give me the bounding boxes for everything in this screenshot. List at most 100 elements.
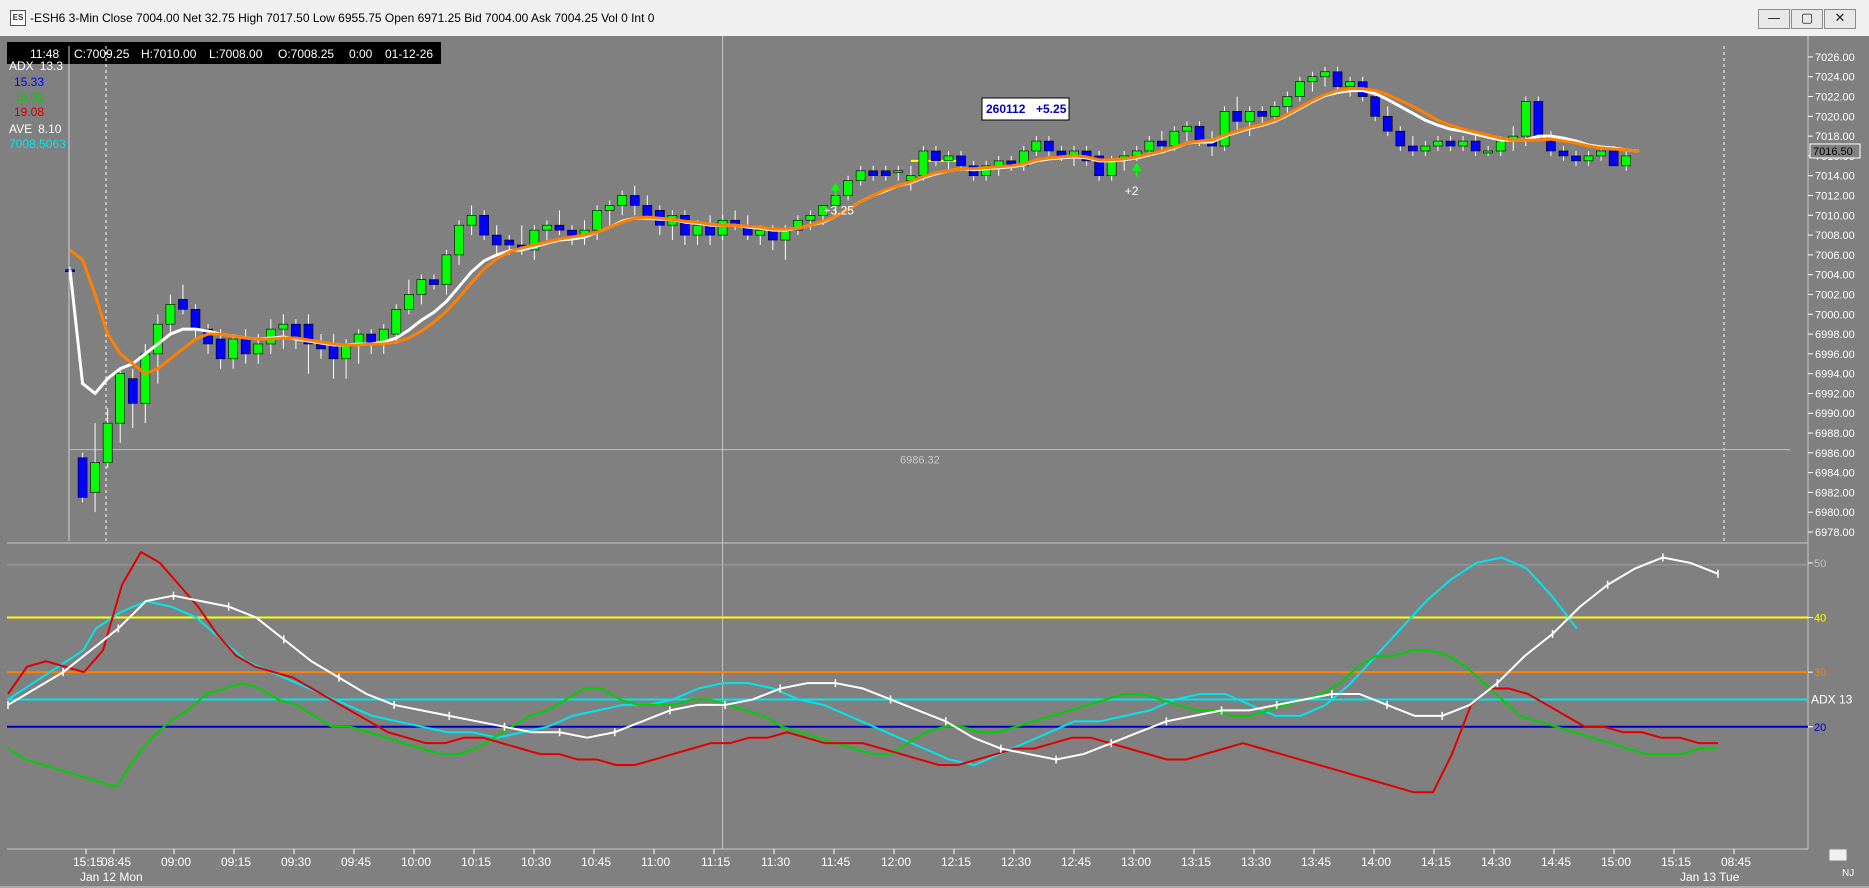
candle-bull xyxy=(1495,140,1506,152)
time-tick-label: 10:45 xyxy=(581,855,611,869)
time-tick-label: 15:15 xyxy=(1661,855,1691,869)
candle-bear xyxy=(1382,116,1393,132)
close-button[interactable]: ✕ xyxy=(1824,9,1856,29)
candle-bear xyxy=(491,234,502,246)
candle-bull xyxy=(1521,101,1531,137)
time-tick-label: 11:00 xyxy=(641,855,670,869)
candle-bear xyxy=(1395,130,1406,147)
time-tick-label: 12:45 xyxy=(1061,855,1091,869)
candle-bull xyxy=(391,309,402,335)
data-box-high: H:7010.00 xyxy=(141,47,197,61)
candle-bear xyxy=(1094,155,1104,177)
time-tick-label: 15:15 xyxy=(73,855,103,869)
candle-bull xyxy=(1106,160,1117,177)
data-box-date: 01-12-26 xyxy=(385,47,433,61)
time-tick-label: 15:00 xyxy=(1601,855,1631,869)
candle-bull xyxy=(918,150,929,177)
candle-bear xyxy=(429,279,439,285)
candle-bear xyxy=(567,229,577,236)
candle-bull xyxy=(604,205,615,211)
price-tick-label: 7000.00 xyxy=(1815,309,1855,321)
price-tick-label: 7020.00 xyxy=(1815,111,1855,123)
data-box-time: 11:48 xyxy=(30,47,59,61)
candle-bull xyxy=(692,224,703,236)
candle-bull xyxy=(441,254,452,285)
time-tick-label: 12:15 xyxy=(941,855,971,869)
time-tick-label: 08:45 xyxy=(1721,855,1751,869)
candle-bull xyxy=(1270,106,1280,117)
trade-box[interactable] xyxy=(981,97,1070,121)
candle-bull xyxy=(1320,71,1330,78)
indicator-pane xyxy=(7,551,1719,794)
maximize-button[interactable]: ▢ xyxy=(1791,9,1823,29)
indicator-line-di-minus xyxy=(7,551,1718,794)
chart-background xyxy=(0,36,1869,886)
time-tick-label: 12:00 xyxy=(881,855,911,869)
scroll-corner-button[interactable] xyxy=(1828,848,1848,862)
candle-bear xyxy=(1533,101,1544,137)
time-tick-label: 10:00 xyxy=(401,855,431,869)
reference-line-label: 6986.32 xyxy=(900,455,940,467)
candle-bull xyxy=(755,229,766,236)
time-tick-label: 13:00 xyxy=(1121,855,1151,869)
time-tick-label: 12:30 xyxy=(1001,855,1031,869)
time-tick-label: 08:45 xyxy=(101,855,131,869)
indicator-tick-label: 30 xyxy=(1814,667,1826,679)
price-tick-label: 7002.00 xyxy=(1815,289,1855,301)
candle-bull xyxy=(1621,155,1631,167)
candle-bear xyxy=(1470,140,1481,152)
candle-bull xyxy=(153,323,163,355)
price-tick-label: 7026.00 xyxy=(1815,52,1855,64)
candle-bear xyxy=(1332,71,1343,87)
candle-bear xyxy=(240,338,251,355)
legend-value-green: 16.01 xyxy=(14,90,44,104)
candle-bull xyxy=(1433,140,1443,147)
candle-bear xyxy=(1608,150,1619,167)
trade-box-id: 260112 xyxy=(986,102,1026,116)
data-box-close: C:7009.25 xyxy=(74,47,130,61)
candle-bull xyxy=(228,338,238,360)
candle-bear xyxy=(178,299,188,310)
candle-bull xyxy=(793,219,803,231)
chart-canvas[interactable]: 11:48 C:7009.25 H:7010.00 L:7008.00 O:70… xyxy=(0,36,1869,886)
price-tick-label: 7018.00 xyxy=(1815,131,1855,143)
candle-bull xyxy=(1219,111,1230,147)
timezone-label: NJ xyxy=(1842,868,1854,879)
price-tick-label: 6980.00 xyxy=(1815,507,1855,519)
candle-bear xyxy=(215,338,226,360)
candle-bear xyxy=(303,323,314,345)
candle-bull xyxy=(466,214,477,226)
time-tick-label: 14:45 xyxy=(1541,855,1571,869)
time-tick-label: 13:45 xyxy=(1301,855,1331,869)
candle-bull xyxy=(253,343,264,355)
candle-bull xyxy=(805,214,816,221)
minimize-button[interactable]: — xyxy=(1758,9,1790,29)
last-price-label: 7016.50 xyxy=(1813,146,1853,158)
price-tick-label: 6988.00 xyxy=(1815,428,1855,440)
indicator-tick-label: 50 xyxy=(1814,558,1826,570)
candle-bear xyxy=(1194,125,1205,142)
candle-bull xyxy=(1420,145,1431,152)
window-titlebar: ES -ESH6 3-Min Close 7004.00 Net 32.75 H… xyxy=(0,0,1869,37)
candle-bull xyxy=(115,373,125,424)
data-box-extra: 0:00 xyxy=(349,47,373,61)
price-tick-label: 7010.00 xyxy=(1815,210,1855,222)
candle-bull xyxy=(1169,130,1180,147)
candle-bear xyxy=(554,224,565,231)
moving-average-orange xyxy=(69,87,1639,376)
candle-bull xyxy=(893,170,904,174)
time-tick-label: 13:15 xyxy=(1181,855,1211,869)
candle-bear xyxy=(190,309,201,330)
price-tick-label: 6986.00 xyxy=(1815,448,1855,460)
candle-bear xyxy=(880,170,891,177)
candle-bear xyxy=(1408,145,1418,152)
time-tick-label: 14:00 xyxy=(1361,855,1391,869)
trade-annotation: +2 xyxy=(1125,184,1139,198)
price-tick-label: 7008.00 xyxy=(1815,230,1855,242)
time-tick-label: 09:15 xyxy=(221,855,251,869)
time-tick-label: 09:00 xyxy=(161,855,191,869)
time-tick-label: 11:15 xyxy=(701,855,730,869)
price-tick-label: 7004.00 xyxy=(1815,270,1855,282)
